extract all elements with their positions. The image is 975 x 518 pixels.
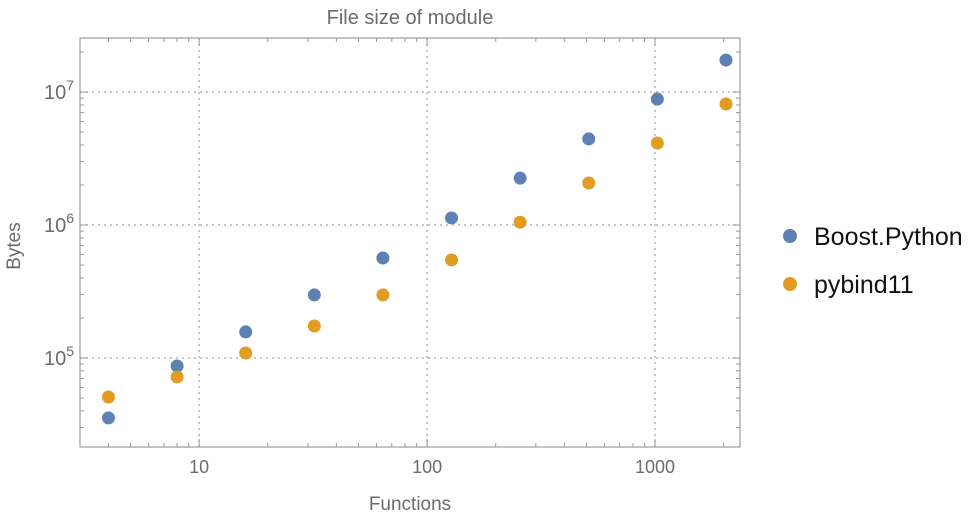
y-tick-label: 105	[44, 343, 74, 370]
legend: Boost.Python pybind11	[783, 223, 963, 299]
point-boost-python	[719, 53, 733, 67]
chart-title: File size of module	[327, 7, 494, 29]
x-tick-label: 1000	[635, 457, 675, 477]
point-boost-python	[582, 132, 596, 146]
point-pybind11	[650, 136, 664, 150]
y-tick-label: 107	[44, 77, 74, 104]
point-boost-python	[307, 288, 321, 302]
point-pybind11	[376, 288, 390, 302]
point-pybind11	[307, 319, 321, 333]
x-tick-label: 100	[412, 457, 442, 477]
x-tick-label: 10	[189, 457, 209, 477]
point-pybind11	[582, 176, 596, 190]
point-boost-python	[650, 92, 664, 106]
legend-marker-boost-python	[783, 229, 797, 243]
legend-label-pybind11: pybind11	[814, 271, 914, 299]
y-tick-exponent: 7	[66, 77, 74, 93]
point-boost-python	[376, 251, 390, 265]
legend-marker-pybind11	[783, 277, 797, 291]
y-tick-label: 106	[44, 210, 74, 237]
y-tick-base: 10	[44, 348, 66, 370]
point-boost-python	[513, 171, 527, 185]
x-axis-label: Functions	[369, 494, 451, 513]
point-boost-python	[445, 211, 459, 225]
point-pybind11	[719, 97, 733, 111]
legend-label-boost-python: Boost.Python	[814, 223, 963, 251]
data-points	[101, 53, 733, 425]
point-pybind11	[101, 390, 115, 404]
point-pybind11	[239, 346, 253, 360]
y-tick-exponent: 6	[66, 210, 74, 226]
y-tick-base: 10	[44, 82, 66, 104]
y-tick-exponent: 5	[66, 343, 74, 359]
point-boost-python	[170, 359, 184, 373]
plot-frame	[79, 37, 741, 448]
y-axis-label: Bytes	[4, 222, 25, 270]
plot-border	[79, 37, 741, 448]
point-pybind11	[170, 370, 184, 384]
point-boost-python	[101, 411, 115, 425]
point-pybind11	[445, 253, 459, 267]
point-boost-python	[239, 325, 253, 339]
point-pybind11	[513, 215, 527, 229]
y-tick-base: 10	[44, 215, 66, 237]
grid	[80, 38, 740, 447]
